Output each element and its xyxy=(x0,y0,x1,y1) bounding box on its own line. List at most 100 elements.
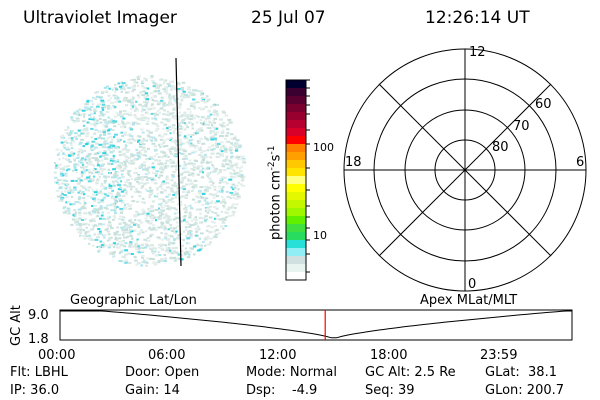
image-pixel xyxy=(141,185,145,188)
image-pixel xyxy=(148,226,152,229)
image-pixel xyxy=(159,191,164,194)
image-pixel xyxy=(104,187,107,190)
image-pixel xyxy=(172,131,175,134)
image-pixel xyxy=(92,219,96,222)
time-label: 12:26:14 UT xyxy=(425,8,530,28)
image-pixel xyxy=(136,177,140,180)
image-pixel xyxy=(136,76,139,79)
image-pixel xyxy=(113,90,117,93)
image-pixel xyxy=(99,137,102,139)
image-pixel xyxy=(141,247,145,250)
image-pixel xyxy=(162,103,166,106)
image-pixel xyxy=(122,195,125,198)
image-pixel xyxy=(96,211,100,214)
image-pixel xyxy=(220,201,223,204)
image-pixel xyxy=(122,154,127,157)
image-pixel xyxy=(84,231,88,234)
image-pixel xyxy=(85,129,89,132)
image-pixel xyxy=(102,168,106,171)
image-pixel xyxy=(119,243,124,246)
image-pixel xyxy=(78,190,82,193)
image-pixel xyxy=(87,230,90,233)
image-pixel xyxy=(220,146,224,149)
image-pixel xyxy=(177,257,182,260)
image-pixel xyxy=(58,187,63,190)
image-pixel xyxy=(114,195,118,198)
image-pixel xyxy=(145,178,149,181)
image-pixel xyxy=(219,147,223,150)
image-pixel xyxy=(222,206,226,209)
image-pixel xyxy=(173,181,176,184)
image-pixel xyxy=(178,111,182,114)
image-pixel xyxy=(169,257,173,260)
image-pixel xyxy=(200,247,204,250)
image-pixel xyxy=(107,94,111,97)
image-pixel xyxy=(225,148,229,151)
image-pixel xyxy=(116,140,121,143)
image-pixel xyxy=(87,189,90,192)
image-pixel xyxy=(182,219,186,222)
image-pixel xyxy=(79,149,83,151)
image-pixel xyxy=(142,90,147,93)
image-pixel xyxy=(109,244,114,246)
image-pixel xyxy=(67,168,71,171)
image-pixel xyxy=(91,244,95,247)
image-pixel xyxy=(128,141,133,144)
image-pixel xyxy=(133,190,137,193)
image-pixel xyxy=(168,93,171,96)
image-pixel xyxy=(156,188,159,191)
image-pixel xyxy=(153,263,157,266)
image-pixel xyxy=(222,199,226,202)
image-pixel xyxy=(89,100,92,103)
image-pixel xyxy=(187,162,191,165)
image-pixel xyxy=(233,176,237,179)
image-pixel xyxy=(67,126,70,129)
image-pixel xyxy=(194,160,199,163)
image-pixel xyxy=(59,194,63,197)
image-pixel xyxy=(92,175,96,178)
image-pixel xyxy=(98,165,102,168)
image-pixel xyxy=(58,158,61,161)
image-pixel xyxy=(178,102,181,105)
uv-image xyxy=(53,75,247,267)
image-pixel xyxy=(96,214,100,217)
image-pixel xyxy=(236,158,240,161)
image-pixel xyxy=(137,140,140,143)
image-pixel xyxy=(151,162,155,165)
image-pixel xyxy=(167,234,172,237)
image-pixel xyxy=(185,183,189,186)
image-pixel xyxy=(70,130,74,133)
image-pixel xyxy=(85,235,89,238)
image-pixel xyxy=(57,183,60,186)
image-pixel xyxy=(102,242,105,245)
image-pixel xyxy=(136,94,140,97)
image-pixel xyxy=(210,170,214,173)
image-pixel xyxy=(202,157,205,160)
image-pixel xyxy=(199,170,203,173)
image-pixel xyxy=(204,123,208,126)
image-pixel xyxy=(136,224,140,226)
image-pixel xyxy=(171,247,175,250)
image-pixel xyxy=(163,80,167,83)
image-pixel xyxy=(182,92,186,95)
image-pixel xyxy=(137,154,141,157)
image-pixel xyxy=(212,104,216,107)
image-pixel xyxy=(80,192,83,195)
image-pixel xyxy=(126,226,131,229)
image-pixel xyxy=(212,182,215,185)
image-pixel xyxy=(219,123,222,126)
image-pixel xyxy=(230,205,234,208)
image-pixel xyxy=(151,136,156,139)
image-pixel xyxy=(129,128,134,131)
instrument-title: Ultraviolet Imager xyxy=(23,8,177,28)
image-pixel xyxy=(160,135,165,138)
image-pixel xyxy=(182,190,186,193)
colorbar-band xyxy=(286,240,306,249)
image-pixel xyxy=(157,203,161,206)
image-pixel xyxy=(108,221,112,224)
image-pixel xyxy=(112,218,115,221)
image-pixel xyxy=(169,132,172,135)
status-ip: IP: 36.0 xyxy=(10,383,60,398)
image-pixel xyxy=(143,201,146,204)
image-pixel xyxy=(80,185,83,187)
